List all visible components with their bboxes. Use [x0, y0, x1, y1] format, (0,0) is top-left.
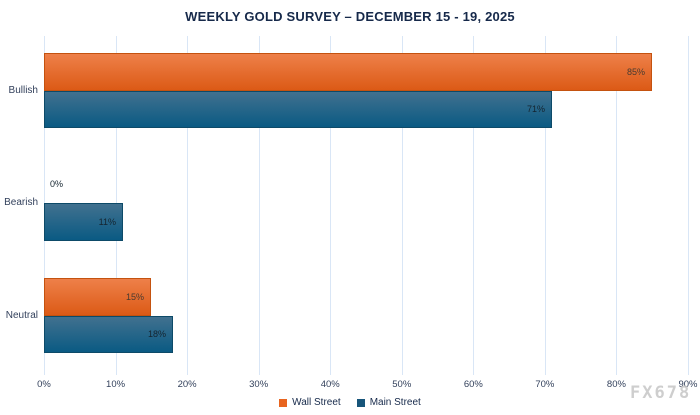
x-axis-tick-label: 0% [37, 379, 51, 390]
x-axis-tick-label: 10% [106, 379, 126, 390]
bar-wall-street-bullish: 85% [44, 53, 652, 91]
x-axis-tick-label: 50% [392, 379, 412, 390]
legend-label: Wall Street [292, 397, 341, 408]
legend-swatch-icon [279, 398, 288, 407]
legend: Wall Street Main Street [0, 397, 700, 408]
data-label-wall-street-bearish: 0% [50, 179, 64, 190]
category-label-bearish: Bearish [4, 197, 38, 208]
x-axis-tick-label: 70% [535, 379, 555, 390]
gridline [401, 36, 403, 375]
legend-swatch-icon [356, 398, 365, 407]
gridline [473, 36, 475, 375]
legend-label: Main Street [369, 397, 421, 408]
bar-main-street-bearish: 11% [44, 203, 123, 241]
gridline [330, 36, 332, 375]
gridline [258, 36, 260, 375]
x-axis-tick-label: 40% [320, 379, 340, 390]
category-label-neutral: Neutral [5, 309, 38, 321]
data-label-wall-street-bullish: 85% [626, 66, 645, 77]
gridline [616, 36, 618, 375]
bar-main-street-bullish: 71% [44, 90, 552, 128]
bar-wall-street-neutral: 15% [44, 278, 151, 316]
bar-main-street-neutral: 18% [44, 315, 173, 353]
data-label-main-street-neutral: 18% [147, 329, 166, 340]
x-axis-tick-label: 90% [678, 379, 698, 390]
gridline [544, 36, 546, 375]
data-label-main-street-bullish: 71% [526, 104, 545, 115]
legend-item-wall-street: Wall Street [279, 397, 341, 408]
x-axis-tick-label: 60% [463, 379, 483, 390]
gridline [688, 36, 689, 375]
data-label-wall-street-neutral: 15% [125, 291, 144, 302]
x-axis-tick-label: 30% [249, 379, 269, 390]
chart-title: WEEKLY GOLD SURVEY – DECEMBER 15 - 19, 2… [185, 9, 515, 24]
category-label-bullish: Bullish [8, 84, 38, 96]
x-axis-tick-label: 80% [606, 379, 626, 390]
watermark: FX678 [630, 383, 692, 403]
x-axis-tick-label: 20% [177, 379, 197, 390]
data-label-main-street-bearish: 11% [98, 216, 116, 227]
legend-item-main-street: Main Street [356, 397, 421, 408]
gridline [187, 36, 189, 375]
